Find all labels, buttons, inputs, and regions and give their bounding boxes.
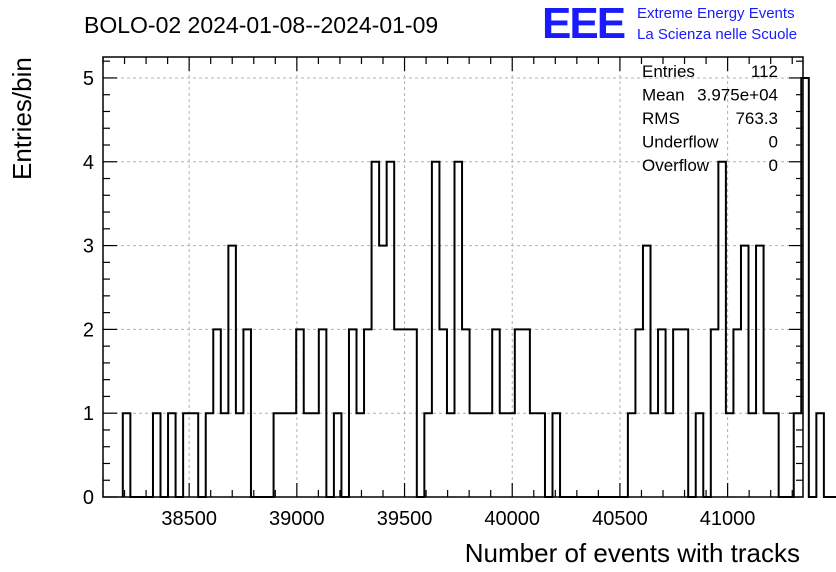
- y-tick-label: 0: [83, 487, 94, 509]
- stats-value: 3.975e+04: [697, 86, 778, 105]
- y-tick-label: 3: [83, 236, 94, 258]
- y-axis-ticks: 0 1 2 3 4 5: [83, 60, 803, 509]
- stats-box: Entries 112 Mean 3.975e+04 RMS 763.3 Underflow…: [642, 62, 778, 175]
- y-tick-label: 2: [83, 319, 94, 341]
- y-axis-label: Entries/bin: [7, 57, 37, 180]
- x-tick-label: 40000: [484, 508, 540, 530]
- x-tick-label: 41000: [700, 508, 756, 530]
- stats-value: 0: [769, 133, 778, 152]
- stats-value: 763.3: [735, 109, 778, 128]
- stats-label: Entries: [642, 62, 695, 81]
- grid-lines: [103, 57, 803, 497]
- logo-line-2: La Scienza nelle Scuole: [637, 26, 797, 43]
- x-tick-label: 39500: [377, 508, 433, 530]
- stats-label: Mean: [642, 86, 685, 105]
- stats-value: 0: [769, 156, 778, 175]
- histogram-outline: [121, 76, 836, 498]
- stats-label: Overflow: [642, 156, 710, 175]
- eee-logo: EEE Extreme Energy Events La Scienza nel…: [542, 0, 797, 48]
- logo-mark: EEE: [542, 0, 625, 48]
- plot-frame: [102, 56, 804, 498]
- y-tick-label: 4: [83, 152, 94, 174]
- x-axis-ticks: 38500 39000 39500 40000 40500 41000: [102, 57, 793, 530]
- stats-label: Underflow: [642, 133, 719, 152]
- chart-title: BOLO-02 2024-01-08--2024-01-09: [84, 12, 438, 38]
- logo-line-1: Extreme Energy Events: [637, 5, 795, 22]
- stats-value: 112: [751, 62, 778, 81]
- x-tick-label: 39000: [269, 508, 325, 530]
- x-axis-label: Number of events with tracks: [465, 538, 800, 568]
- histogram-bars: [121, 76, 836, 498]
- stats-label: RMS: [642, 109, 680, 128]
- y-tick-label: 1: [83, 403, 94, 425]
- y-tick-label: 5: [83, 68, 94, 90]
- x-tick-label: 38500: [161, 508, 217, 530]
- x-tick-label: 40500: [592, 508, 648, 530]
